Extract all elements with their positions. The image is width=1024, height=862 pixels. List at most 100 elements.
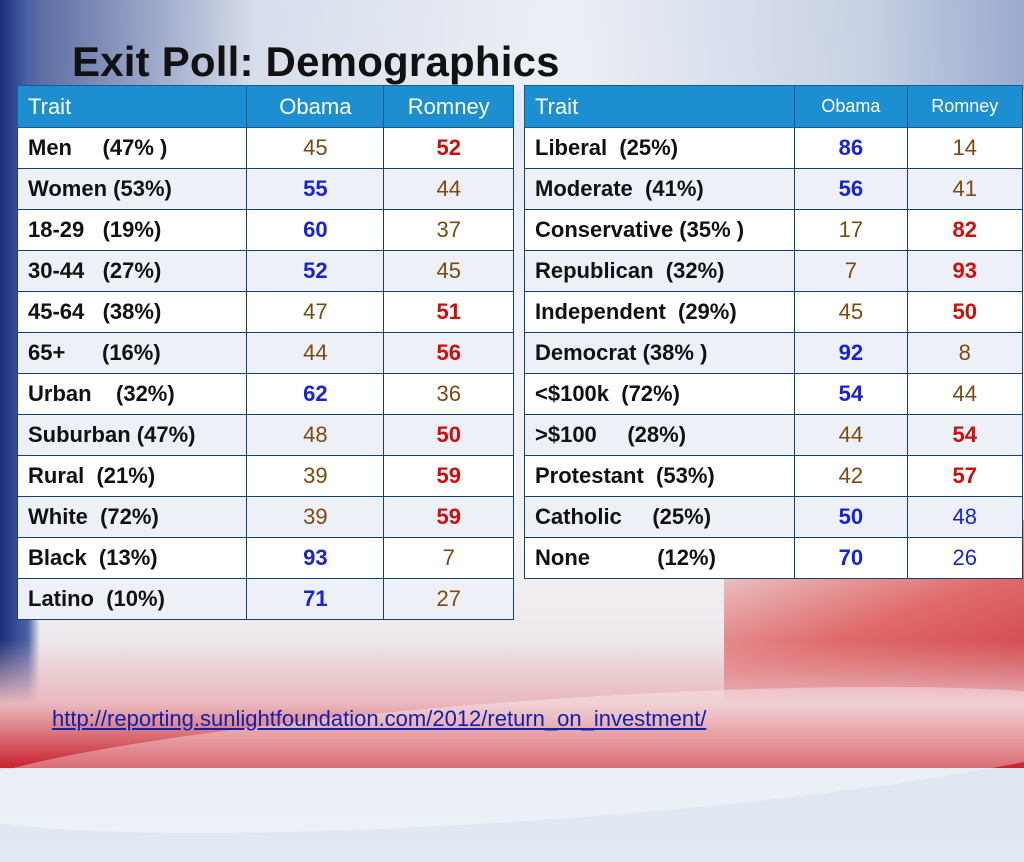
obama-cell: 71 [246, 578, 385, 620]
romney-cell: 45 [383, 250, 514, 292]
table-row: Conservative (35% ) 17 82 [523, 209, 1024, 251]
obama-cell: 45 [794, 291, 908, 333]
romney-cell: 50 [906, 291, 1024, 333]
obama-cell: 52 [246, 250, 385, 292]
romney-cell: 82 [906, 209, 1024, 251]
table-row: Liberal (25%) 86 14 [523, 127, 1024, 169]
trait-cell: >$100 (28%) [523, 414, 796, 456]
trait-cell: Women (53%) [16, 168, 248, 210]
table-row: Protestant (53%) 42 57 [523, 455, 1024, 497]
trait-cell: White (72%) [16, 496, 248, 538]
obama-cell: 56 [794, 168, 908, 210]
obama-cell: 47 [246, 291, 385, 333]
table-row: 18-29 (19%) 60 37 [16, 209, 514, 251]
romney-cell: 57 [906, 455, 1024, 497]
table-row: None (12%) 70 26 [523, 537, 1024, 579]
right-exit-poll-table: Trait Obama Romney Liberal (25%) 86 14 Mode… [523, 85, 1024, 579]
table-row: >$100 (28%) 44 54 [523, 414, 1024, 456]
obama-cell: 92 [794, 332, 908, 374]
romney-cell: 54 [906, 414, 1024, 456]
obama-cell: 50 [794, 496, 908, 538]
romney-cell: 59 [383, 455, 514, 497]
trait-cell: Black (13%) [16, 537, 248, 579]
table-header-row: Trait Obama Romney [16, 85, 514, 128]
obama-cell: 55 [246, 168, 385, 210]
source-link[interactable]: http://reporting.sunlightfoundation.com/… [52, 706, 707, 731]
table-row: Black (13%) 93 7 [16, 537, 514, 579]
table-row: Republican (32%) 7 93 [523, 250, 1024, 292]
romney-cell: 51 [383, 291, 514, 333]
header-trait: Trait [16, 85, 248, 128]
trait-cell: Conservative (35% ) [523, 209, 796, 251]
obama-cell: 86 [794, 127, 908, 169]
table-row: <$100k (72%) 54 44 [523, 373, 1024, 415]
trait-cell: <$100k (72%) [523, 373, 796, 415]
obama-cell: 62 [246, 373, 385, 415]
page-title: Exit Poll: Demographics [72, 38, 560, 85]
trait-cell: Latino (10%) [16, 578, 248, 620]
romney-cell: 59 [383, 496, 514, 538]
obama-cell: 17 [794, 209, 908, 251]
table-row: White (72%) 39 59 [16, 496, 514, 538]
table-row: Latino (10%) 71 27 [16, 578, 514, 620]
trait-cell: 65+ (16%) [16, 332, 248, 374]
trait-cell: Rural (21%) [16, 455, 248, 497]
romney-cell: 27 [383, 578, 514, 620]
romney-cell: 48 [906, 496, 1024, 538]
romney-cell: 36 [383, 373, 514, 415]
trait-cell: 45-64 (38%) [16, 291, 248, 333]
trait-cell: Republican (32%) [523, 250, 796, 292]
table-row: Suburban (47%) 48 50 [16, 414, 514, 456]
romney-cell: 44 [906, 373, 1024, 415]
trait-cell: None (12%) [523, 537, 796, 579]
trait-cell: Men (47% ) [16, 127, 248, 169]
romney-cell: 14 [906, 127, 1024, 169]
obama-cell: 60 [246, 209, 385, 251]
romney-cell: 8 [906, 332, 1024, 374]
obama-cell: 45 [246, 127, 385, 169]
table-row: 45-64 (38%) 47 51 [16, 291, 514, 333]
obama-cell: 44 [794, 414, 908, 456]
table-row: Democrat (38% ) 92 8 [523, 332, 1024, 374]
table-row: Men (47% ) 45 52 [16, 127, 514, 169]
header-obama: Obama [246, 85, 385, 128]
trait-cell: Suburban (47%) [16, 414, 248, 456]
header-trait: Trait [523, 85, 796, 128]
romney-cell: 50 [383, 414, 514, 456]
table-header-row: Trait Obama Romney [523, 85, 1024, 128]
background-top-band [0, 0, 1024, 90]
trait-cell: Catholic (25%) [523, 496, 796, 538]
trait-cell: 18-29 (19%) [16, 209, 248, 251]
romney-cell: 7 [383, 537, 514, 579]
obama-cell: 70 [794, 537, 908, 579]
romney-cell: 56 [383, 332, 514, 374]
obama-cell: 48 [246, 414, 385, 456]
trait-cell: Independent (29%) [523, 291, 796, 333]
right-table-body: Liberal (25%) 86 14 Moderate (41%) 56 41 Conse… [523, 127, 1024, 579]
table-row: Rural (21%) 39 59 [16, 455, 514, 497]
table-row: 65+ (16%) 44 56 [16, 332, 514, 374]
trait-cell: Democrat (38% ) [523, 332, 796, 374]
table-row: Moderate (41%) 56 41 [523, 168, 1024, 210]
obama-cell: 7 [794, 250, 908, 292]
romney-cell: 93 [906, 250, 1024, 292]
table-row: Women (53%) 55 44 [16, 168, 514, 210]
left-table-body: Men (47% ) 45 52 Women (53%) 55 44 18-29 (19%)… [16, 127, 514, 620]
table-row: Urban (32%) 62 36 [16, 373, 514, 415]
background-red-bottom [0, 640, 1024, 768]
header-obama: Obama [794, 85, 908, 128]
obama-cell: 93 [246, 537, 385, 579]
trait-cell: 30-44 (27%) [16, 250, 248, 292]
romney-cell: 41 [906, 168, 1024, 210]
table-row: Catholic (25%) 50 48 [523, 496, 1024, 538]
table-row: Independent (29%) 45 50 [523, 291, 1024, 333]
header-romney: Romney [383, 85, 514, 128]
obama-cell: 54 [794, 373, 908, 415]
trait-cell: Protestant (53%) [523, 455, 796, 497]
obama-cell: 39 [246, 496, 385, 538]
left-exit-poll-table: Trait Obama Romney Men (47% ) 45 52 Women (… [16, 85, 514, 620]
trait-cell: Urban (32%) [16, 373, 248, 415]
obama-cell: 44 [246, 332, 385, 374]
romney-cell: 37 [383, 209, 514, 251]
obama-cell: 39 [246, 455, 385, 497]
